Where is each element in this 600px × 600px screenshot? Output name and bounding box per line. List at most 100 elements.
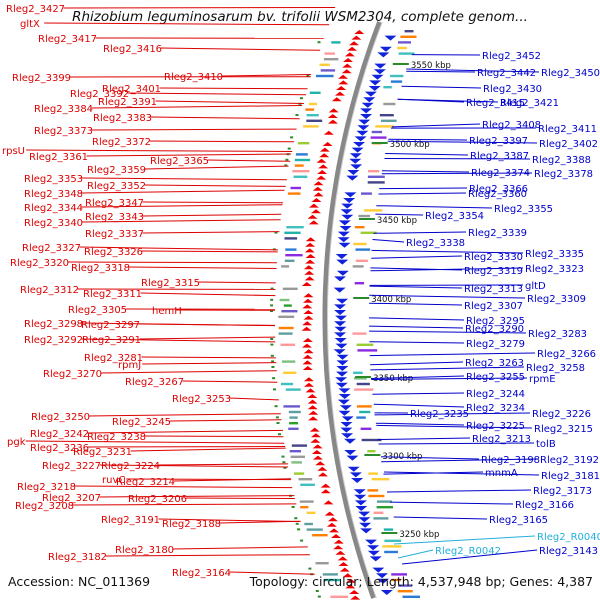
- feature-strip: [356, 405, 372, 408]
- reverse-gene-arrow: [336, 371, 349, 377]
- forward-gene-arrow: [328, 108, 339, 113]
- gene-label-connector: [100, 370, 277, 374]
- gc-marker: [283, 466, 287, 469]
- forward-gene-arrow: [327, 114, 338, 118]
- accession-label: Accession: NC_011369: [8, 574, 151, 589]
- gc-marker: [285, 158, 289, 161]
- gene-label-connector: [369, 330, 527, 334]
- gc-marker: [270, 287, 274, 290]
- gene-label-right: Rleg2_3335: [525, 249, 584, 260]
- gene-label-left: Rleg2_3327: [22, 243, 81, 254]
- gc-marker: [270, 304, 274, 307]
- gene-label-right: Rleg2_3415: [466, 98, 525, 109]
- forward-gene-arrow: [345, 584, 356, 589]
- feature-strip: [284, 259, 295, 262]
- gene-label-connector: [142, 213, 282, 217]
- gene-label-right: Rleg2_3323: [525, 264, 584, 275]
- forward-gene-arrow: [303, 310, 314, 314]
- forward-gene-arrow: [302, 304, 313, 309]
- forward-gene-arrow: [309, 427, 320, 432]
- forward-gene-arrow: [304, 248, 315, 253]
- reverse-gene-arrow: [377, 578, 390, 584]
- gene-label-right: Rleg2_3411: [538, 124, 597, 135]
- gene-label-left: Rleg2_3326: [84, 247, 143, 258]
- gc-marker: [271, 366, 275, 368]
- feature-strip: [284, 231, 301, 234]
- forward-gene-arrow: [333, 545, 344, 550]
- gene-label-connector: [127, 92, 307, 96]
- gene-label-connector: [386, 489, 532, 493]
- forward-gene-arrow: [327, 119, 338, 124]
- feature-strip: [384, 539, 402, 542]
- forward-gene-arrow: [343, 58, 354, 62]
- feature-strip: [285, 388, 301, 391]
- reverse-gene-arrow: [355, 506, 368, 511]
- gene-label-connector: [87, 429, 284, 434]
- gene-label-connector: [63, 7, 336, 9]
- gene-label-left: Rleg2_3298: [24, 319, 83, 330]
- gene-label-left: Rleg2_3318: [71, 263, 130, 274]
- gene-label-left: Rleg2_3208: [15, 501, 74, 512]
- forward-gene-arrow: [338, 74, 349, 79]
- scale-label: 3450 kbp: [377, 216, 417, 226]
- gc-marker: [270, 310, 273, 312]
- feature-strip: [293, 472, 305, 475]
- gc-marker: [274, 231, 278, 234]
- gene-label-connector: [378, 192, 467, 195]
- gene-label-right: Rleg2_3360: [468, 189, 527, 200]
- reverse-gene-arrow: [338, 410, 351, 416]
- feature-strip: [299, 500, 314, 503]
- gene-label-connector: [144, 184, 286, 187]
- gene-label-connector: [142, 231, 280, 234]
- feature-strip: [281, 265, 290, 268]
- reverse-gene-arrow: [367, 545, 380, 551]
- reverse-gene-arrow: [336, 259, 349, 265]
- gene-label-right: Rleg2_3330: [464, 252, 523, 263]
- feature-strip: [379, 114, 394, 117]
- gene-label-connector: [387, 140, 538, 144]
- reverse-gene-arrow: [334, 332, 347, 338]
- feature-strip: [356, 416, 366, 419]
- gene-label-connector: [229, 397, 279, 401]
- feature-strip: [330, 595, 349, 598]
- backbone-highlight: [327, 21, 383, 599]
- gene-label-left: Rleg2_3337: [85, 229, 144, 240]
- feature-strip: [400, 35, 417, 38]
- reverse-gene-arrow: [340, 427, 353, 433]
- gene-label-left: Rleg2_3417: [38, 34, 97, 45]
- feature-strip: [354, 282, 365, 285]
- forward-gene-arrow: [320, 483, 331, 488]
- feature-strip: [282, 287, 298, 290]
- gene-label-connector: [378, 442, 535, 445]
- gene-label-left: Rleg2_3218: [17, 482, 76, 493]
- feature-strip: [371, 130, 383, 134]
- reverse-gene-arrow: [335, 382, 348, 388]
- gene-label-connector: [388, 138, 468, 141]
- gene-label-connector: [375, 213, 424, 216]
- reverse-gene-arrow: [358, 119, 371, 125]
- feature-strip: [289, 450, 301, 453]
- gene-label-connector: [99, 464, 289, 468]
- feature-strip: [281, 360, 296, 363]
- gene-label-left: gltX: [20, 19, 40, 30]
- reverse-gene-arrow: [356, 130, 369, 136]
- reverse-gene-arrow: [354, 136, 367, 142]
- feature-strip: [355, 259, 368, 262]
- gene-label-right: Rleg2_3266: [537, 349, 596, 360]
- reverse-gene-arrow: [359, 522, 372, 528]
- gene-label-left: Rleg2_3361: [29, 152, 88, 163]
- gene-label-connector: [144, 435, 284, 438]
- gene-label-connector: [369, 341, 465, 344]
- gene-label-connector: [142, 201, 284, 204]
- feature-strip: [298, 478, 313, 481]
- gene-label-connector: [207, 159, 291, 162]
- gene-label-connector: [159, 87, 308, 90]
- gene-label-connector: [379, 187, 468, 190]
- gene-label-right: Rleg2_3255: [466, 372, 525, 383]
- reverse-gene-arrow: [338, 388, 351, 394]
- gc-marker: [276, 422, 280, 424]
- scale-label: 3550 kbp: [411, 61, 451, 71]
- reverse-gene-arrow: [336, 366, 349, 371]
- rna-label-connector: [397, 549, 434, 559]
- feature-strip: [290, 455, 305, 458]
